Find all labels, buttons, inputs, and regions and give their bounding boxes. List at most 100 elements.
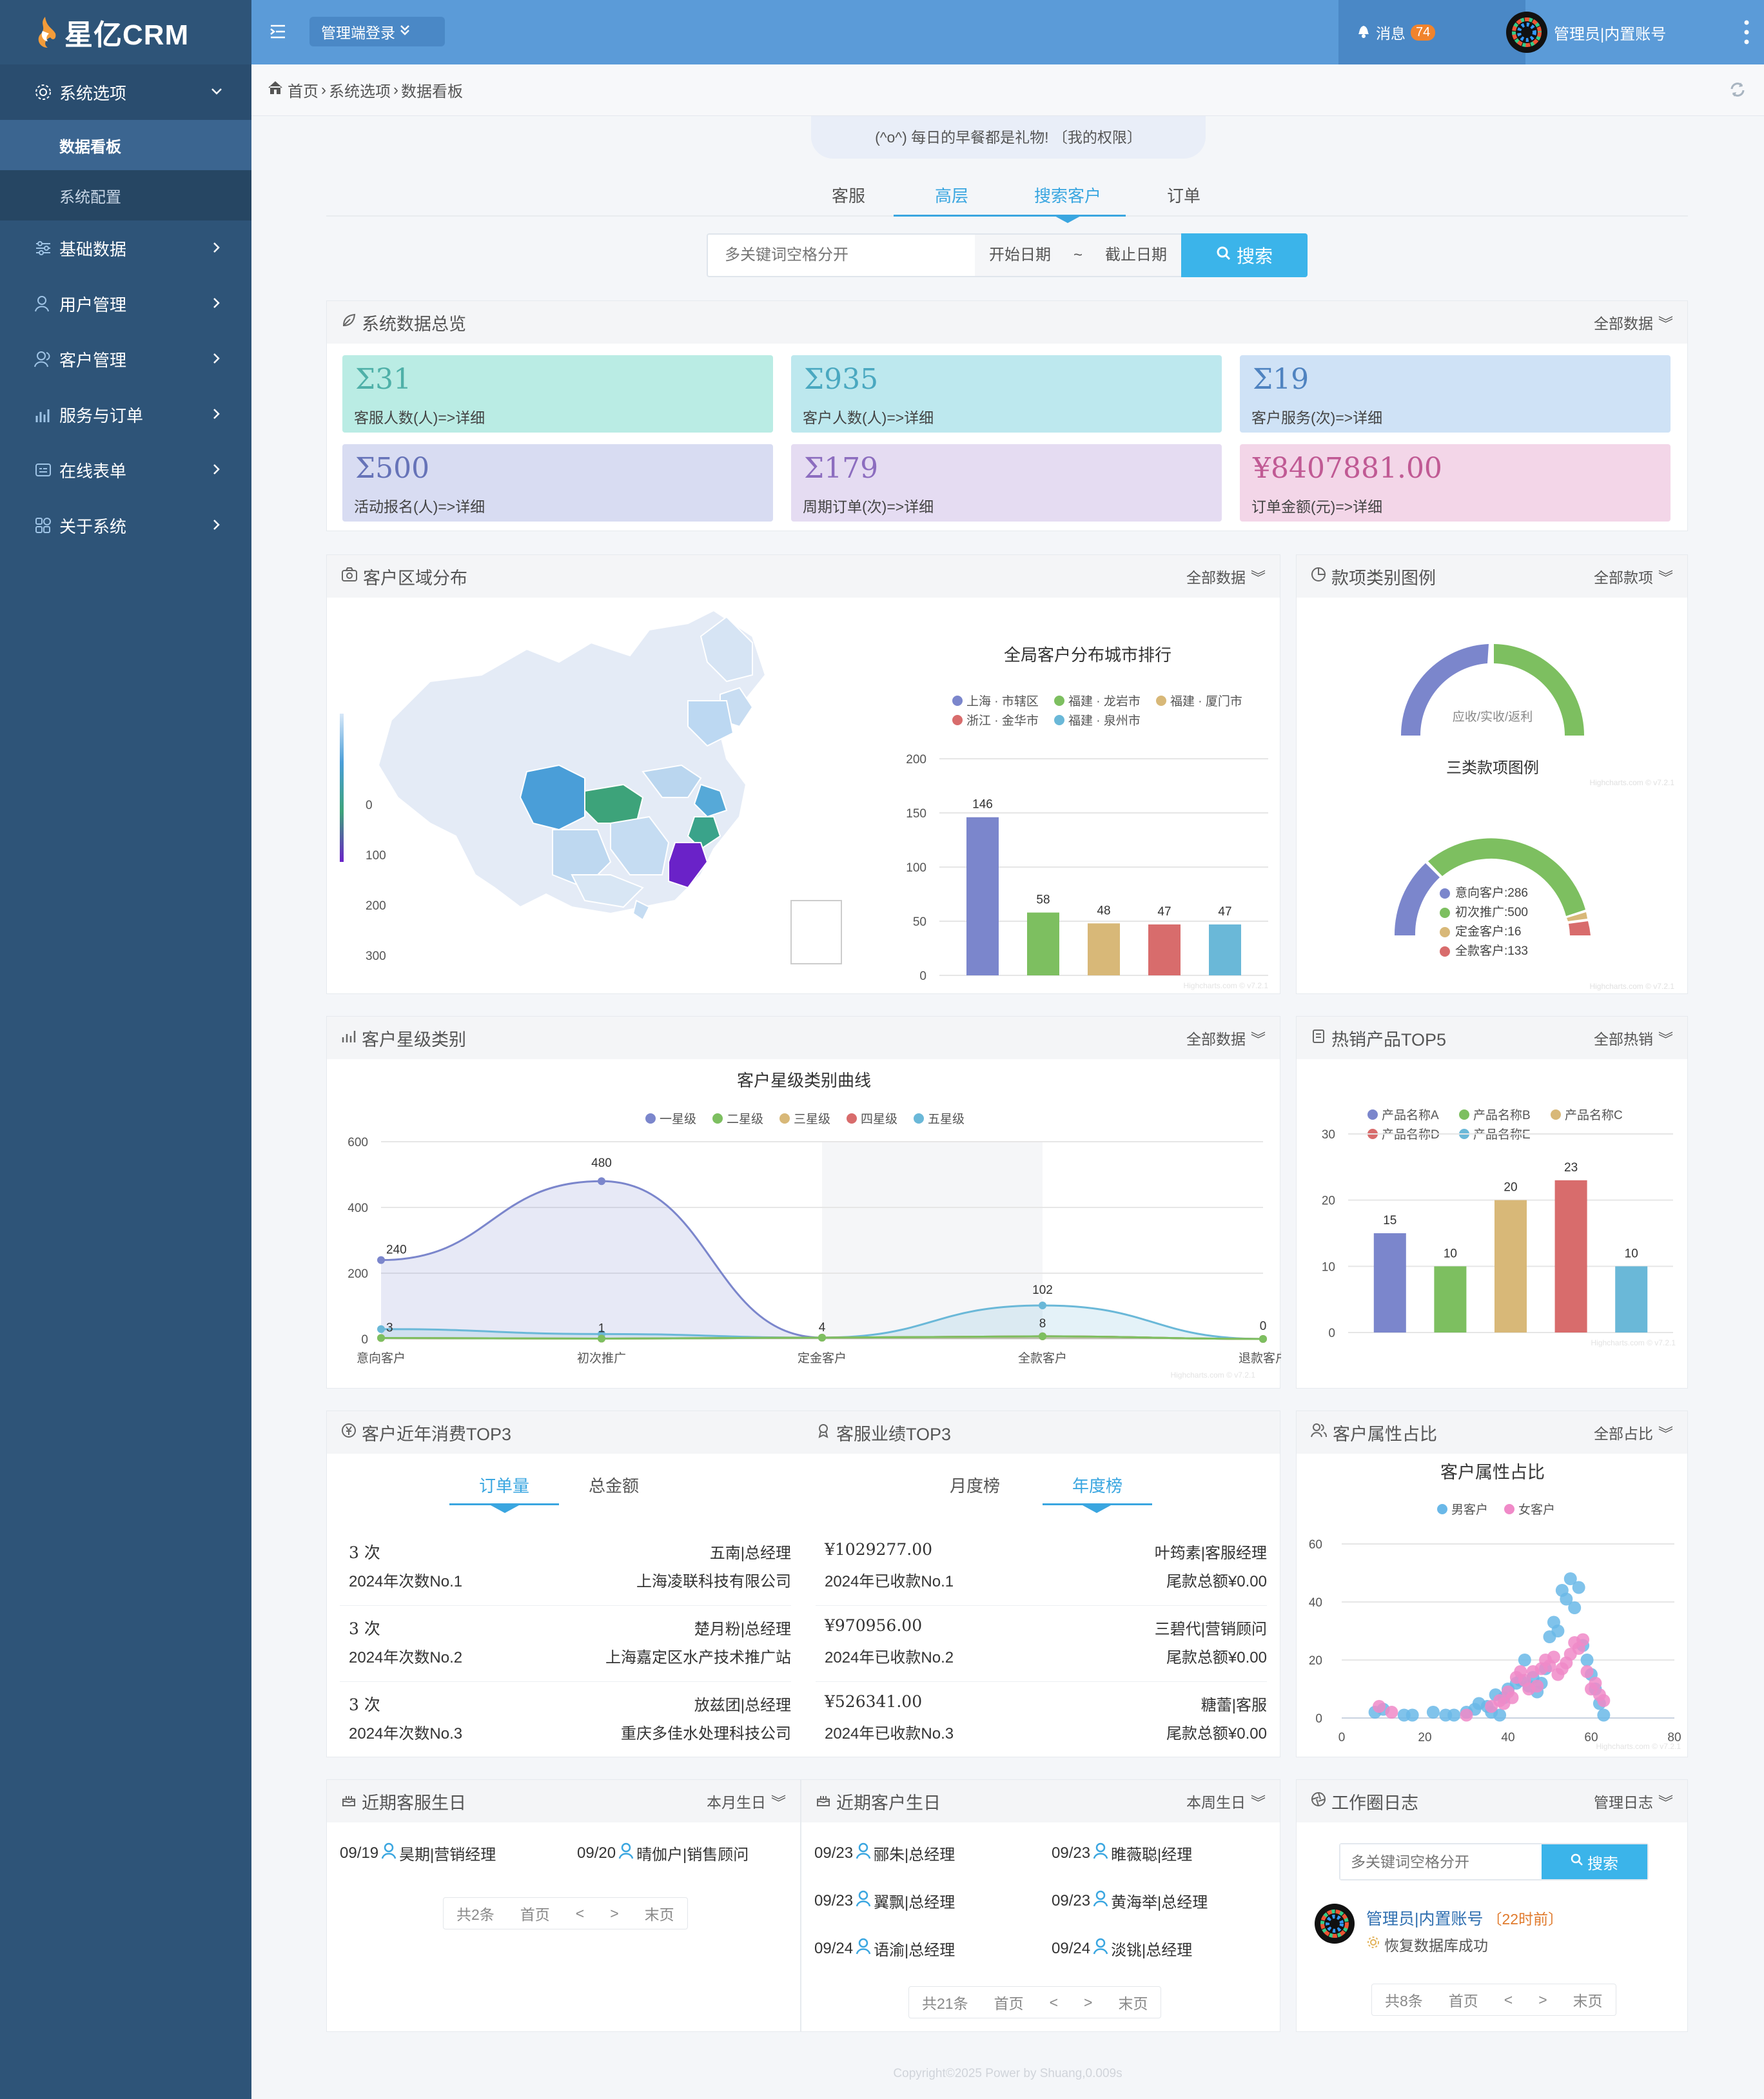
stat-label[interactable]: 客户人数(人)=>详细 [803,409,934,426]
data-point[interactable] [1493,1708,1507,1722]
legend-label[interactable]: 一星级 [660,1112,696,1126]
data-point[interactable] [377,1256,385,1264]
legend-label[interactable]: 浙江 · 金华市 [966,714,1039,728]
birthday-item[interactable]: 09/24 语渝|总经理 [814,1937,955,1960]
data-point[interactable] [1485,1700,1498,1713]
data-point[interactable] [1551,1625,1565,1637]
tab-orders[interactable]: 订单 [1166,186,1200,206]
logo[interactable]: 星亿CRM [0,0,251,64]
legend-label[interactable]: 产品名称B [1473,1108,1531,1122]
sidebar-item-customer-mgmt[interactable]: 客户管理 [0,331,251,387]
data-point[interactable] [1397,1708,1411,1722]
data-point[interactable] [1039,1301,1046,1309]
sidebar-item-basic-data[interactable]: 基础数据 [0,220,251,276]
stat-label[interactable]: 活动报名(人)=>详细 [354,498,485,515]
legend-label[interactable]: 上海 · 市辖区 [966,694,1039,708]
sidebar-item-online-form[interactable]: 在线表单 [0,442,251,498]
legend-item[interactable]: 初次推广:500 [1440,903,1528,923]
stat-label[interactable]: 周期订单(次)=>详细 [803,498,934,515]
sidebar-item-user-mgmt[interactable]: 用户管理 [0,276,251,331]
worklog-entry-user[interactable]: 管理员|内置账号 〔22时前〕 [1366,1906,1563,1929]
role-dropdown[interactable]: 管理端登录 [309,17,445,46]
bar[interactable] [1027,912,1059,975]
pager-prev[interactable]: < [1049,1993,1059,2011]
worklog-search-input[interactable] [1340,1844,1542,1879]
data-point[interactable] [1580,1665,1594,1678]
list-item[interactable]: 3 次 2024年次数No.2 楚月粉|总经理 上海嘉定区水产技术推广站 [340,1606,791,1682]
pager-next[interactable]: > [1084,1993,1093,2011]
tab-service[interactable]: 客服 [831,186,865,206]
stat-label[interactable]: 订单金额(元)=>详细 [1251,498,1383,515]
search-input[interactable] [708,235,975,276]
legend-label[interactable]: 福建 · 龙岩市 [1068,694,1141,708]
data-point[interactable] [1560,1592,1573,1606]
data-point[interactable] [377,1325,385,1333]
bar[interactable] [1209,924,1241,975]
tab-executive[interactable]: 高层 [894,183,1010,217]
data-point[interactable] [1597,1708,1611,1722]
data-point[interactable] [1426,1706,1440,1719]
legend-item[interactable]: 全款客户:133 [1440,942,1528,961]
bar[interactable] [1148,924,1181,975]
legend-label[interactable]: 女客户 [1518,1503,1555,1517]
pager-last[interactable]: 末页 [644,1906,674,1923]
menu-toggle-icon[interactable] [268,22,288,46]
tab-yearly[interactable]: 年度榜 [1043,1473,1152,1505]
data-point[interactable] [1597,1694,1611,1707]
data-point[interactable] [1447,1708,1461,1722]
category-filter[interactable]: 全部款项 ︾ [1594,565,1673,587]
legend-label[interactable]: 五星级 [928,1112,965,1126]
search-button[interactable]: 搜索 [1181,233,1308,277]
birthday-item[interactable]: 09/23 睢薇聪|经理 [1052,1842,1192,1864]
data-point[interactable] [1039,1332,1046,1340]
breadcrumb-system[interactable]: 系统选项 [329,83,391,101]
data-point[interactable] [818,1333,826,1342]
pager-last[interactable]: 末页 [1118,1995,1148,2012]
hot-filter[interactable]: 全部热销 ︾ [1594,1027,1673,1049]
bar[interactable] [1088,923,1120,975]
pager-prev[interactable]: < [1504,1991,1513,2008]
data-point[interactable] [1518,1654,1531,1666]
list-item[interactable]: 3 次 2024年次数No.1 五南|总经理 上海凌联科技有限公司 [340,1530,791,1606]
legend-label[interactable]: 三星级 [794,1112,830,1126]
legend-item[interactable]: 定金客户:16 [1440,923,1528,942]
legend-label[interactable]: 男客户 [1451,1503,1488,1517]
data-point[interactable] [1373,1700,1386,1713]
data-point[interactable] [1460,1708,1473,1722]
pager-prev[interactable]: < [575,1904,585,1922]
staff-birthday-filter[interactable]: 本月生日 ︾ [707,1790,786,1812]
pager-first[interactable]: 首页 [1448,1993,1478,2009]
data-point[interactable] [598,1177,605,1186]
birthday-item[interactable]: 09/20 晴伽户|销售顾问 [577,1842,749,1864]
birthday-item[interactable]: 09/23 翼飘|总经理 [814,1889,955,1912]
birthday-item[interactable]: 09/24 淡铫|总经理 [1052,1937,1192,1960]
pager-last[interactable]: 末页 [1573,1993,1603,2009]
stat-label[interactable]: 客户服务(次)=>详细 [1251,409,1383,426]
stat-card[interactable]: Σ500 活动报名(人)=>详细 [342,444,773,522]
breadcrumb-home[interactable]: 首页 [288,83,318,101]
end-date-field[interactable]: 截止日期 [1091,235,1181,276]
data-point[interactable] [1385,1706,1398,1719]
more-vertical-icon[interactable] [1743,19,1750,50]
pager-first[interactable]: 首页 [994,1995,1024,2012]
gauge-chart-bottom[interactable] [1297,800,1689,948]
legend-label[interactable]: 四星级 [861,1112,897,1126]
tab-order-count[interactable]: 订单量 [449,1473,559,1505]
data-point[interactable] [1497,1697,1511,1710]
list-item[interactable]: 3 次 2024年次数No.3 放兹团|总经理 重庆多佳水处理科技公司 [340,1682,791,1758]
bar[interactable] [1494,1200,1527,1333]
birthday-item[interactable]: 09/19 昊期|营销经理 [340,1842,496,1864]
sidebar-subitem-system-config[interactable]: 系统配置 [0,170,251,220]
user-menu[interactable]: 管理员|内置账号 [1506,12,1666,53]
refresh-icon[interactable] [1728,80,1747,104]
overview-filter[interactable]: 全部数据 ︾ [1594,311,1673,333]
stat-card[interactable]: ¥8407881.00 订单金额(元)=>详细 [1240,444,1671,522]
stat-card[interactable]: Σ935 客户人数(人)=>详细 [791,355,1222,433]
stat-label[interactable]: 客服人数(人)=>详细 [354,409,485,426]
gauge-chart-top[interactable] [1297,610,1689,765]
star-filter[interactable]: 全部数据 ︾ [1186,1027,1266,1049]
list-item[interactable]: ¥970956.00 2024年已收款No.2 三碧代|营销顾问 尾款总额¥0.00 [816,1606,1267,1682]
start-date-field[interactable]: 开始日期 [975,235,1065,276]
sidebar-subitem-dashboard[interactable]: 数据看板 [0,120,251,170]
